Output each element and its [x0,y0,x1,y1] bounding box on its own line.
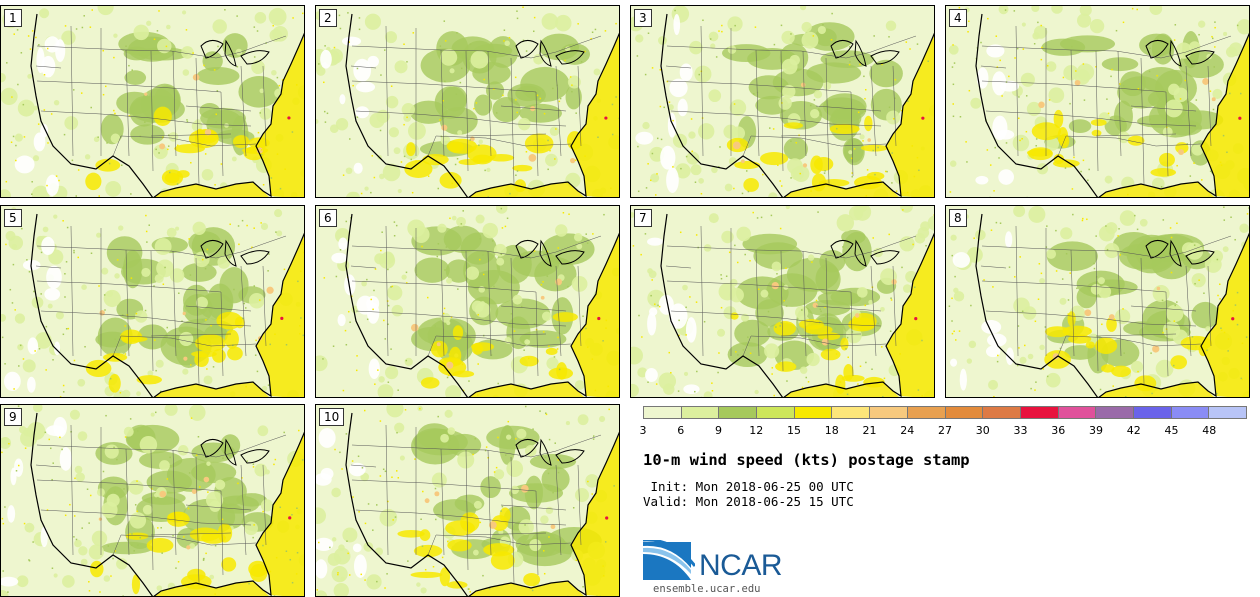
colorbar-tick-label: 3 [639,424,647,437]
colorbar [643,406,1247,419]
colorbar-tick-label: 30 [975,424,990,437]
colorbar-tick-label: 9 [715,424,722,437]
wind-speed-map [316,6,619,197]
member-number-label: 6 [319,209,337,227]
wind-speed-map [1,206,304,397]
colorbar-swatch [644,407,682,418]
colorbar-swatch [945,407,984,418]
colorbar-tick-label: 18 [824,424,839,437]
colorbar-swatch [983,407,1021,418]
member-number-label: 8 [949,209,967,227]
wind-speed-map [946,6,1249,197]
wind-speed-map [316,206,619,397]
member-panel: 4 [945,5,1250,198]
member-number-label: 3 [634,9,652,27]
member-panel: 2 [315,5,620,198]
member-panel: 3 [630,5,935,198]
valid-time: Valid: Mon 2018-06-25 15 UTC [643,494,854,509]
wind-speed-map [631,6,934,197]
colorbar-swatch [1171,407,1210,418]
ncar-logo-text: NCAR [699,549,783,582]
member-number-label: 7 [634,209,652,227]
colorbar-swatch [1020,407,1059,418]
colorbar-tick-label: 39 [1089,424,1103,437]
member-number-label: 10 [319,408,345,426]
colorbar-tick-label: 36 [1051,424,1066,437]
colorbar-tick-label: 6 [677,424,685,437]
colorbar-swatch [794,407,833,418]
wind-speed-map [316,405,619,596]
colorbar-tick-label: 48 [1202,424,1217,437]
colorbar-swatch [1209,407,1246,418]
ncar-swoosh-icon [642,538,697,580]
colorbar-tick-label: 24 [900,424,915,437]
ncar-logo: NCAR [642,538,803,590]
member-panel: 8 [945,205,1250,398]
colorbar-swatch [1058,407,1097,418]
colorbar-swatch [870,407,908,418]
member-panel: 7 [630,205,935,398]
colorbar-swatch [907,407,946,418]
colorbar-swatch [757,407,795,418]
member-number-label: 2 [319,9,337,27]
wind-speed-map [631,206,934,397]
figure-title: 10-m wind speed (kts) postage stamp [643,451,970,469]
website-url: ensemble.ucar.edu [653,583,761,595]
colorbar-tick-label: 27 [938,424,952,437]
member-number-label: 4 [949,9,967,27]
wind-speed-map [946,206,1249,397]
member-number-label: 5 [4,209,22,227]
colorbar-swatch [832,407,871,418]
member-panel: 6 [315,205,620,398]
colorbar-tick-label: 33 [1013,424,1028,437]
colorbar-swatch [719,407,758,418]
member-panel: 1 [0,5,305,198]
member-number-label: 9 [4,408,22,426]
colorbar-tick-label: 42 [1126,424,1141,437]
colorbar-tick-label: 12 [749,424,764,437]
colorbar-ticks: 3 6 9 12 15 18 21 24 27 30 33 36 39 42 45 48 [639,424,1247,438]
wind-speed-map [1,6,304,197]
member-panel: 5 [0,205,305,398]
colorbar-swatch [1133,407,1172,418]
init-time: Init: Mon 2018-06-25 00 UTC [643,479,854,494]
colorbar-tick-label: 45 [1164,424,1179,437]
member-number-label: 1 [4,9,22,27]
colorbar-swatch [681,407,720,418]
member-panel: 9 [0,404,305,597]
colorbar-tick-label: 21 [862,424,877,437]
colorbar-tick-label: 15 [787,424,801,437]
member-panel: 10 [315,404,620,597]
wind-speed-map [1,405,304,596]
colorbar-swatch [1096,407,1134,418]
